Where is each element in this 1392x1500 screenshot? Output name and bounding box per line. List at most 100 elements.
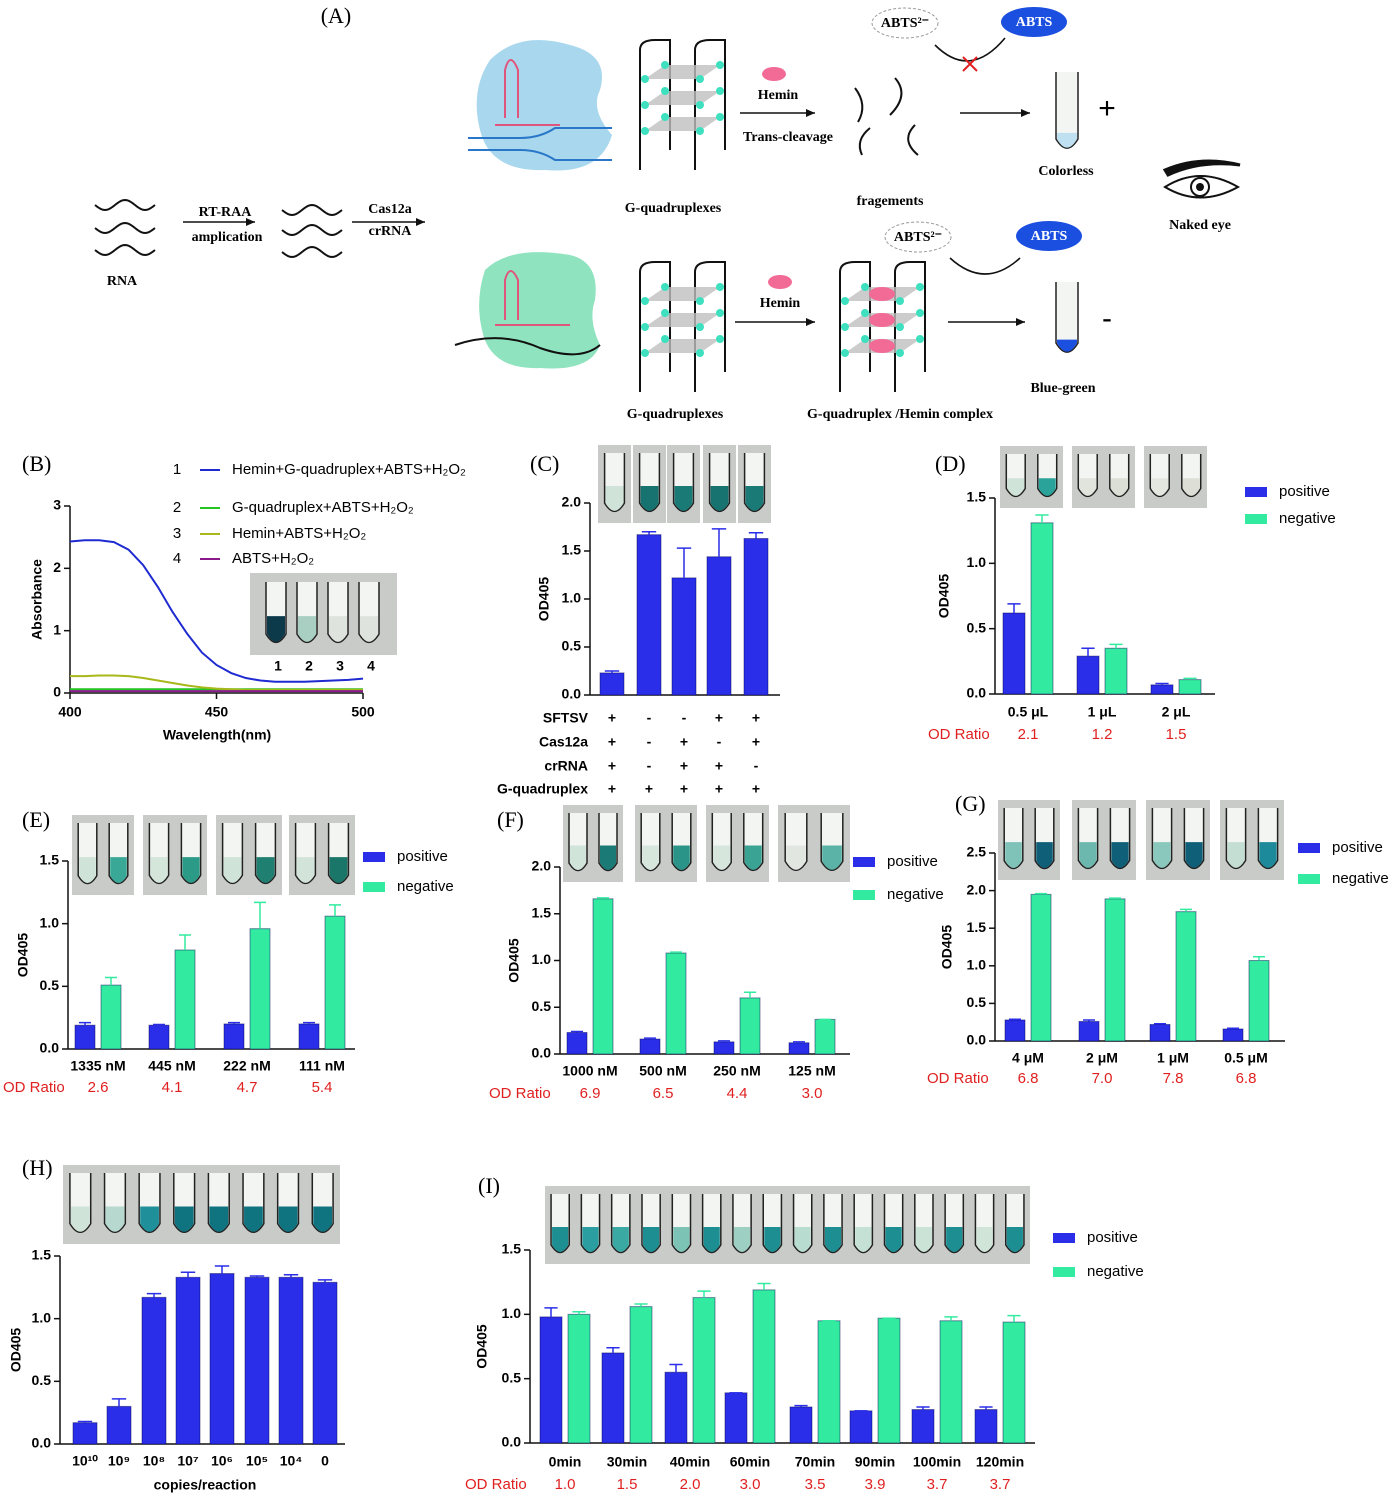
readout-label: Naked eye <box>1169 218 1231 233</box>
ratio-value: 3.0 <box>802 1085 823 1102</box>
guanine <box>861 335 869 343</box>
x-tick-label: 120min <box>976 1454 1024 1470</box>
error-bar <box>634 1303 648 1307</box>
node-label: fragements <box>857 194 924 209</box>
y-tick-label: 1.0 <box>32 1309 52 1325</box>
tube-liquid <box>1036 842 1053 868</box>
error-bar <box>1081 647 1095 657</box>
y-tick-label: 1 <box>53 621 61 637</box>
tube-liquid <box>885 1227 902 1252</box>
tube-liquid <box>673 1227 690 1252</box>
x-tick-label: 500 <box>351 704 375 720</box>
condition-label: SFTSV <box>543 710 589 726</box>
bar <box>599 672 625 696</box>
legend-label: negative <box>1279 510 1336 527</box>
fragment <box>854 87 864 123</box>
tube-liquid <box>70 1206 90 1232</box>
error-bar <box>597 897 609 899</box>
chart: (F) 0.0 0.5 1.0 1.5 2.0 OD405 positive negative 1… <box>489 805 944 1102</box>
error-bar <box>744 991 756 998</box>
error-bar <box>572 1311 586 1315</box>
bar <box>278 1276 304 1445</box>
tube-liquid <box>223 857 242 883</box>
tube-liquid <box>605 486 624 511</box>
guanine <box>896 297 904 305</box>
condition-sign: + <box>608 781 616 797</box>
bar <box>743 538 769 696</box>
guanine <box>696 75 704 83</box>
guanine <box>641 127 649 135</box>
error-bar <box>214 1265 230 1274</box>
condition-sign: + <box>680 758 688 774</box>
legend-label: Hemin+G-quadruplex+ABTS+H₂O₂ <box>232 461 466 478</box>
tube-liquid <box>1185 842 1203 868</box>
bar <box>1030 522 1054 695</box>
arrow-head <box>806 318 815 326</box>
y-tick-label: 2 <box>53 559 61 575</box>
bar <box>724 1392 748 1444</box>
error-bar <box>718 1040 730 1042</box>
error-bar <box>105 976 117 986</box>
y-tick-label: 2.0 <box>967 881 987 897</box>
y-tick-label: 0.0 <box>967 1032 987 1048</box>
guanine <box>841 323 849 331</box>
error-bar <box>254 901 266 929</box>
guanine <box>641 349 649 357</box>
y-tick-label: 1.5 <box>562 542 582 558</box>
bar <box>1030 893 1052 1042</box>
bar <box>671 577 697 696</box>
bar <box>539 1316 563 1444</box>
condition-sign: - <box>647 734 652 750</box>
tube-liquid <box>1259 842 1277 868</box>
y-tick-label: 1.0 <box>502 1305 522 1321</box>
legend-number: 4 <box>173 550 181 567</box>
condition-label: crRNA <box>544 758 588 774</box>
arrow-head <box>246 218 255 226</box>
bar <box>636 534 662 696</box>
y-tick-label: 1.5 <box>502 1241 522 1257</box>
guanine <box>716 283 724 291</box>
bar <box>752 1289 776 1444</box>
tube-liquid <box>703 1227 720 1252</box>
quartet-plane <box>645 91 720 105</box>
guanine <box>861 283 869 291</box>
node-label: G-quadruplexes <box>625 201 722 216</box>
y-tick-label: 0.5 <box>562 638 582 654</box>
tube-liquid <box>582 1227 599 1252</box>
x-tick-label: 0.5 μL <box>1008 704 1049 720</box>
condition-label: Cas12a <box>539 734 588 750</box>
x-tick-label: 60min <box>730 1454 770 1470</box>
error-bar <box>283 1274 299 1278</box>
panel-label: (B) <box>22 451 51 476</box>
fragment <box>889 77 903 116</box>
legend-number: 1 <box>173 461 181 478</box>
ratio-label: OD Ratio <box>927 1070 989 1087</box>
guanine <box>716 87 724 95</box>
error-bar <box>303 1021 315 1024</box>
x-tick-label: 10⁴ <box>280 1453 303 1469</box>
arrow-label: amplication <box>192 230 263 245</box>
condition-sign: + <box>752 710 760 726</box>
ratio-value: 7.0 <box>1092 1070 1113 1087</box>
substrate-bubble <box>884 221 952 253</box>
error-bar <box>1007 603 1021 613</box>
legend-swatch <box>1245 487 1267 497</box>
tube-liquid <box>764 1227 781 1252</box>
bar <box>665 952 687 1055</box>
error-bar <box>329 904 341 917</box>
bar <box>877 1317 901 1444</box>
legend-swatch <box>853 857 875 867</box>
tube-liquid <box>976 1227 993 1252</box>
bar <box>739 997 761 1055</box>
error-bar <box>179 934 191 950</box>
ratio-value: 1.2 <box>1092 726 1113 743</box>
bar <box>664 1371 688 1444</box>
error-bar <box>676 547 692 578</box>
y-axis-title: OD405 <box>506 938 522 983</box>
guanine <box>716 61 724 69</box>
bar <box>100 984 122 1050</box>
ratio-label: OD Ratio <box>928 726 990 743</box>
bar <box>849 1410 873 1444</box>
x-tick-label: 10⁹ <box>108 1453 130 1469</box>
bar <box>244 1276 270 1445</box>
